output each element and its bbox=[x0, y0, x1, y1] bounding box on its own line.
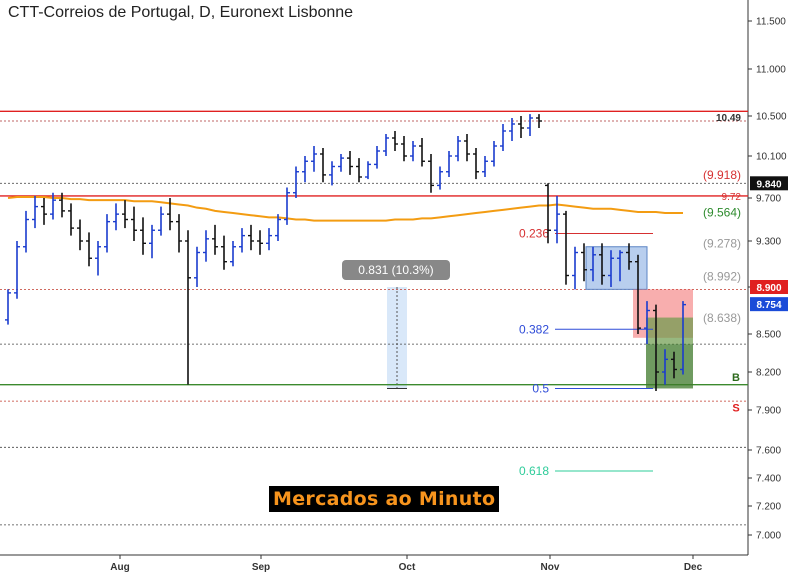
signal-marker: S bbox=[732, 402, 739, 414]
fib-label: 0.5 bbox=[532, 381, 549, 395]
price-tag-box bbox=[750, 176, 788, 191]
x-tick-label: Sep bbox=[252, 562, 270, 573]
price-tag-box bbox=[750, 280, 788, 294]
level-label: (9.564) bbox=[703, 206, 741, 220]
level-label: (9.278) bbox=[703, 237, 741, 251]
y-tick-label: 7.000 bbox=[756, 531, 781, 542]
x-tick-label: Aug bbox=[110, 562, 129, 573]
level-label: 10.49 bbox=[716, 113, 741, 124]
x-tick-label: Dec bbox=[684, 562, 703, 573]
fib-label: 0.382 bbox=[519, 322, 549, 336]
zone-blue bbox=[585, 246, 648, 290]
y-tick-label: 9.700 bbox=[756, 194, 781, 205]
measure-label-box bbox=[342, 260, 450, 280]
price-tag-label: 9.840 bbox=[756, 179, 781, 190]
x-tick-label: Oct bbox=[399, 562, 416, 573]
level-label: (9.918) bbox=[703, 168, 741, 182]
y-tick-label: 7.600 bbox=[756, 446, 781, 457]
y-tick-label: 9.300 bbox=[756, 237, 781, 248]
price-tag-label: 8.754 bbox=[756, 300, 781, 311]
y-tick-label: 11.500 bbox=[756, 17, 786, 28]
x-tick-label: Nov bbox=[541, 562, 560, 573]
brand-watermark: Mercados ao Minuto bbox=[269, 486, 500, 512]
chart-title: CTT-Correios de Portugal, D, Euronext Li… bbox=[8, 4, 354, 21]
level-label: 9.72 bbox=[722, 192, 742, 203]
y-tick-label: 8.200 bbox=[756, 368, 781, 379]
y-tick-label: 7.200 bbox=[756, 502, 781, 513]
fib-label: 0.618 bbox=[519, 464, 549, 478]
zone-olive bbox=[646, 317, 693, 345]
price-tag-box bbox=[750, 297, 788, 312]
measure-label: 0.831 (10.3%) bbox=[358, 263, 433, 277]
price-tag-label: 8.900 bbox=[756, 283, 781, 294]
signal-marker: B bbox=[732, 372, 740, 384]
y-tick-label: 10.500 bbox=[756, 112, 787, 123]
moving-average-line bbox=[7, 195, 683, 222]
measure-box bbox=[387, 287, 407, 389]
y-tick-label: 7.900 bbox=[756, 406, 781, 417]
y-tick-label: 11.000 bbox=[756, 65, 786, 76]
y-tick-label: 8.500 bbox=[756, 330, 781, 341]
fib-label: 0.236 bbox=[519, 226, 549, 240]
zone-green bbox=[646, 344, 693, 389]
level-label: (8.992) bbox=[703, 269, 741, 283]
y-tick-label: 7.400 bbox=[756, 474, 781, 485]
level-label: (8.638) bbox=[703, 311, 741, 325]
y-tick-label: 10.100 bbox=[756, 152, 787, 163]
